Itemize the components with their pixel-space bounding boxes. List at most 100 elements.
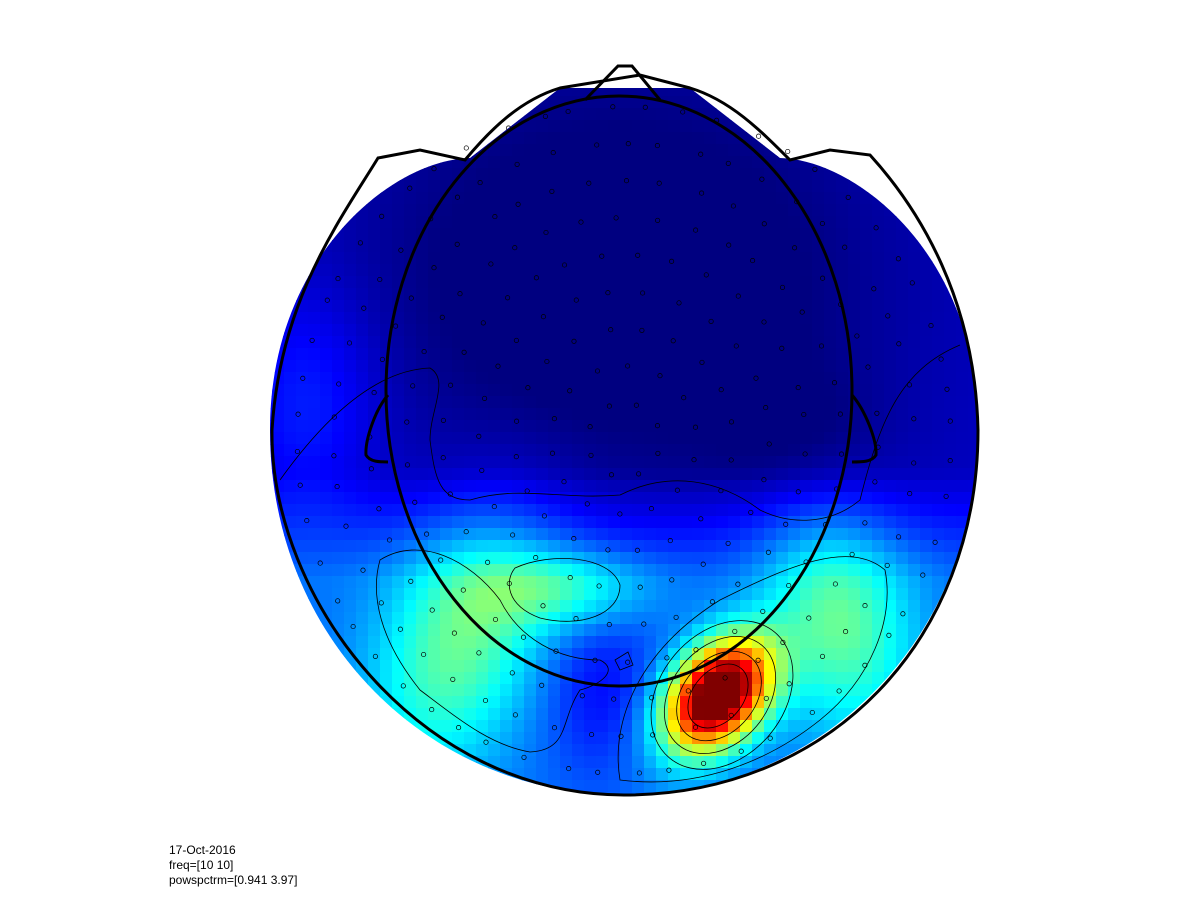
heat-cell [740, 168, 753, 181]
heat-cell [920, 576, 933, 589]
heat-cell [944, 636, 957, 649]
heat-cell [404, 324, 417, 337]
heat-cell [476, 120, 489, 133]
heat-cell [644, 372, 657, 385]
heat-cell [632, 180, 645, 193]
heat-cell [968, 672, 979, 685]
heat-cell [368, 624, 381, 637]
heat-cell [428, 384, 441, 397]
heat-cell [428, 396, 441, 409]
heat-cell [272, 252, 285, 265]
heat-cell [560, 324, 573, 337]
heat-cell [428, 600, 441, 613]
heat-cell [668, 120, 681, 133]
heat-cell [356, 72, 369, 85]
sensor-marker [886, 632, 892, 638]
heat-cell [752, 720, 765, 733]
heat-cell [596, 312, 609, 325]
heat-cell [368, 744, 381, 757]
heat-cell [536, 552, 549, 565]
heat-cell [476, 612, 489, 625]
heat-cell [848, 492, 861, 505]
heat-cell [308, 396, 321, 409]
heat-cell [788, 612, 801, 625]
heat-cell [932, 372, 945, 385]
sensor-marker [336, 381, 342, 387]
heat-cell [500, 624, 513, 637]
sensor-marker [761, 477, 767, 483]
heat-cell [908, 600, 921, 613]
heat-cell [632, 672, 645, 685]
heat-cell [728, 372, 741, 385]
sensor-marker [642, 104, 648, 110]
heat-cell [656, 168, 669, 181]
heat-cell [608, 720, 621, 733]
heat-cell [968, 72, 981, 85]
heat-cell [476, 744, 489, 757]
heat-cell [488, 372, 501, 385]
heat-cell [560, 420, 573, 433]
heat-cell [980, 564, 993, 577]
heat-cell [584, 60, 597, 73]
heat-cell [320, 504, 333, 517]
heat-cell [728, 276, 741, 289]
heat-cell [944, 528, 957, 541]
heat-cell [764, 696, 777, 709]
heat-cell [320, 720, 333, 733]
heat-cell [452, 264, 465, 277]
heat-cell [536, 588, 549, 601]
heat-cell [320, 396, 333, 409]
nose-outline [583, 64, 662, 102]
heat-cell [308, 660, 321, 673]
heat-cell [488, 360, 501, 373]
heat-cell [812, 660, 825, 673]
heat-cell [704, 732, 717, 745]
heat-cell [932, 96, 945, 109]
heat-cell [860, 672, 873, 685]
heat-cell [776, 804, 789, 817]
heat-cell [716, 276, 729, 289]
heat-cell [632, 432, 645, 445]
heat-cell [980, 300, 993, 313]
heat-cell [740, 468, 753, 481]
heat-cell [392, 636, 405, 649]
heat-cell [800, 720, 813, 733]
heat-cell [824, 744, 837, 757]
heat-cell [560, 696, 573, 709]
heat-cell [320, 276, 333, 289]
heat-cell [716, 348, 729, 361]
heat-cell [296, 612, 309, 625]
heat-cell [632, 612, 645, 625]
heat-cell [452, 444, 465, 457]
heat-cell [476, 240, 489, 253]
heat-cell [270, 324, 273, 337]
heat-cell [584, 228, 597, 241]
heat-cell [680, 528, 693, 541]
heat-cell [980, 168, 993, 181]
heat-cell [980, 348, 993, 361]
heat-cell [896, 480, 909, 493]
heat-cell [476, 648, 489, 661]
heat-cell [356, 456, 369, 469]
heat-cell [512, 228, 525, 241]
heat-cell [284, 456, 297, 469]
heat-cell [270, 132, 273, 145]
heat-cell [860, 60, 873, 73]
heat-cell [392, 396, 405, 409]
heat-cell [416, 432, 429, 445]
heat-cell [848, 204, 861, 217]
heat-cell [308, 228, 321, 241]
heat-cell [500, 348, 513, 361]
heat-cell [512, 432, 525, 445]
heat-cell [740, 276, 753, 289]
heat-cell [464, 516, 477, 529]
heat-cell [488, 252, 501, 265]
heat-cell [272, 88, 285, 97]
heat-cell [776, 540, 789, 553]
heat-cell [356, 120, 369, 133]
heat-cell [956, 228, 969, 241]
heat-cell [980, 612, 993, 625]
heat-cell [344, 600, 357, 613]
heat-cell [896, 708, 909, 721]
heat-cell [704, 168, 717, 181]
